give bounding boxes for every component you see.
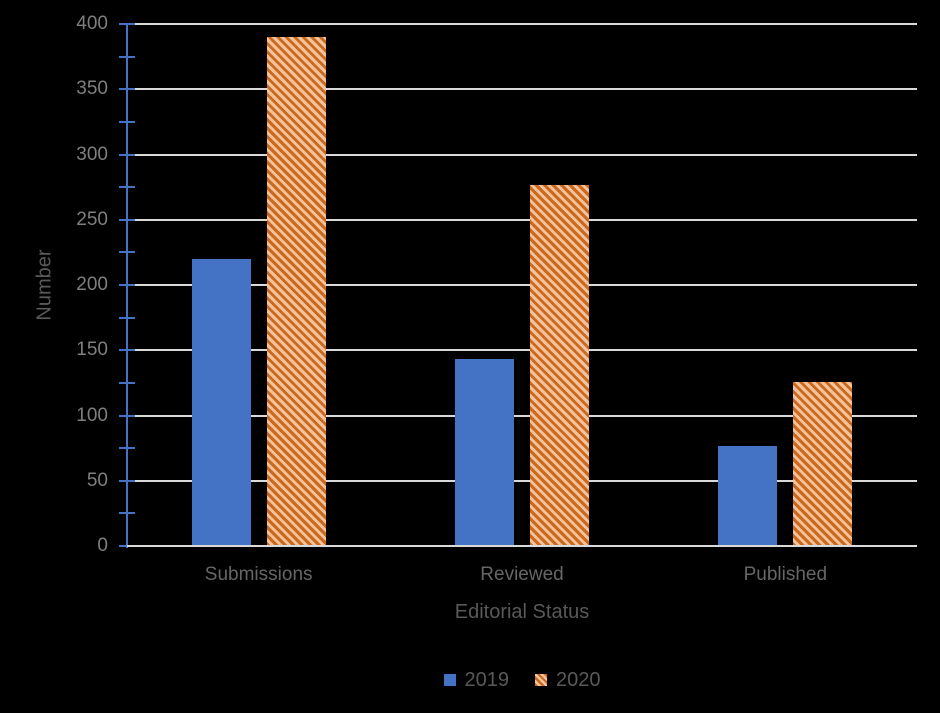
bar-2020-reviewed: [530, 184, 589, 546]
gridline-350: [127, 88, 917, 91]
bar-2019-submissions: [191, 258, 251, 546]
legend-swatch-2019-icon: [443, 674, 456, 686]
y-tick-label-200: 200: [76, 274, 108, 295]
x-axis-line: [127, 545, 917, 547]
y-tick-label-0: 0: [97, 535, 108, 556]
bar-2020-submissions: [266, 37, 326, 546]
gridline-100: [127, 414, 917, 417]
legend-item-2020: 2020: [535, 669, 601, 692]
y-tick-label-50: 50: [86, 469, 108, 491]
x-category-label-submissions: Submissions: [204, 564, 313, 585]
y-tick-label-350: 350: [76, 78, 108, 100]
x-category-label-reviewed: Reviewed: [480, 564, 564, 585]
gridline-150: [127, 349, 917, 352]
y-tick-label-150: 150: [76, 339, 108, 361]
gridline-400: [127, 23, 917, 25]
bar-2020-published: [793, 381, 853, 546]
y-axis-title: Number: [33, 249, 56, 321]
gridline-250: [127, 218, 917, 221]
gridline-200: [127, 284, 917, 286]
bar-2019-reviewed: [455, 359, 514, 546]
x-category-label-published: Published: [743, 564, 828, 585]
y-axis-line: [126, 24, 128, 548]
legend-label-2019: 2019: [464, 668, 510, 691]
y-tick-label-400: 400: [76, 13, 108, 34]
gridline-300: [127, 153, 917, 156]
y-tick-label-300: 300: [76, 143, 108, 165]
x-axis-title: Editorial Status: [454, 601, 590, 623]
legend-item-2019: 2019: [443, 668, 510, 692]
bar-2019-published: [718, 445, 778, 546]
y-tick-label-100: 100: [76, 404, 108, 426]
y-tick-label-250: 250: [76, 208, 108, 230]
legend-swatch-2020-icon: [535, 674, 547, 686]
legend: 2019 2020: [127, 666, 917, 694]
legend-label-2020: 2020: [556, 668, 601, 691]
gridline-50: [127, 479, 917, 482]
